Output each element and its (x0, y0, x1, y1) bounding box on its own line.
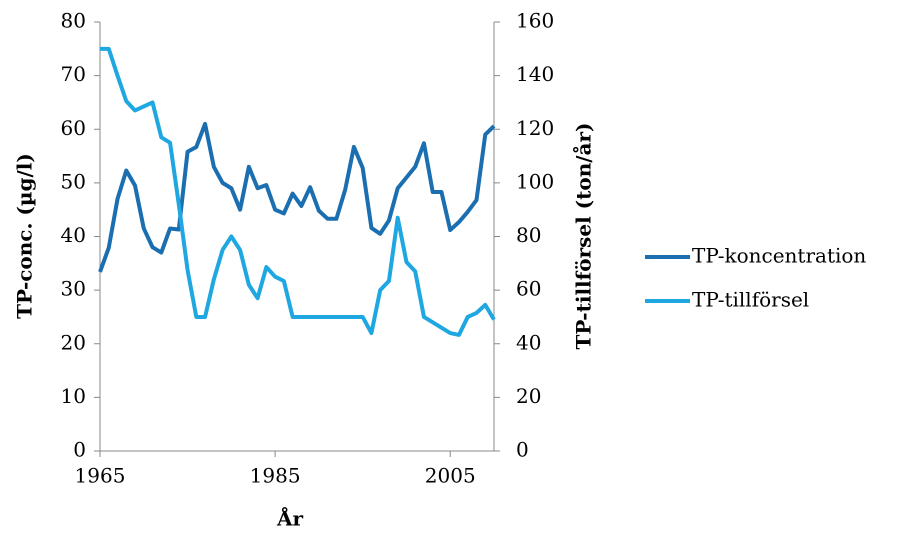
y2-axis-label: TP-tillförsel (ton/år) (572, 122, 596, 349)
legend-label: TP-koncentration (692, 244, 866, 268)
y-tick-label: 10 (61, 384, 86, 408)
y2-tick-label: 100 (516, 169, 554, 193)
y-tick-label: 60 (61, 116, 86, 140)
legend-label: TP-tillförsel (692, 288, 809, 312)
y-tick-label: 0 (73, 438, 86, 462)
y-tick-label: 40 (61, 223, 86, 247)
y-tick-label: 30 (61, 277, 86, 301)
y2-tick-label: 120 (516, 116, 554, 140)
y2-tick-label: 160 (516, 9, 554, 33)
y-axis-label: TP-conc. (µg/l) (13, 153, 37, 319)
x-tick-label: 1965 (75, 464, 126, 488)
x-tick-label: 2005 (425, 464, 476, 488)
y2-tick-label: 40 (516, 330, 541, 354)
y2-tick-label: 20 (516, 384, 541, 408)
x-axis-label: År (276, 507, 304, 531)
y-tick-label: 50 (61, 169, 86, 193)
series-line (98, 121, 496, 273)
series-line (100, 46, 496, 337)
y2-tick-label: 0 (516, 438, 529, 462)
y2-tick-label: 60 (516, 277, 541, 301)
y-tick-label: 20 (61, 330, 86, 354)
y-tick-label: 70 (61, 62, 86, 86)
x-tick-label: 1985 (250, 464, 301, 488)
y2-tick-label: 140 (516, 62, 554, 86)
y2-tick-label: 80 (516, 223, 541, 247)
y-tick-label: 80 (61, 9, 86, 33)
